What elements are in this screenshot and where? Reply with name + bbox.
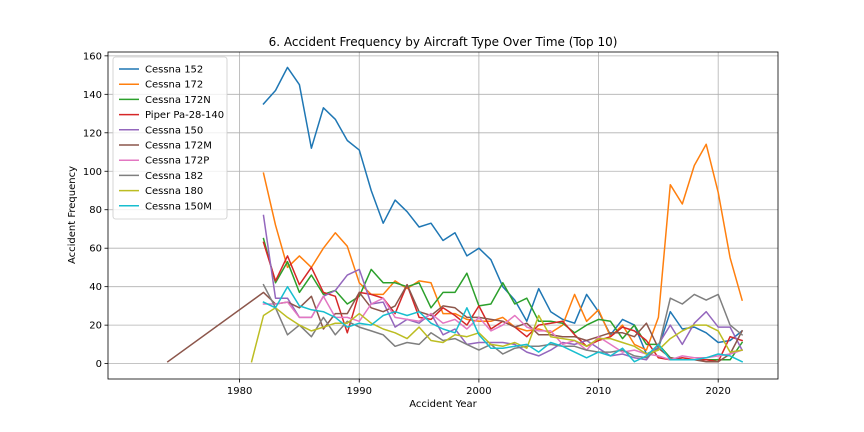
y-tick-label: 40 <box>89 282 102 293</box>
x-axis-label: Accident Year <box>409 399 477 410</box>
series-line-cessna-150m <box>262 285 744 363</box>
axis-ticks: 1980 1990 2000 2010 2020 0 20 40 60 80 100 120 140 16… <box>83 51 731 397</box>
y-tick-label: 60 <box>89 244 102 255</box>
series-line-cessna-152 <box>262 66 744 355</box>
legend-box <box>112 56 228 220</box>
y-tick-label: 0 <box>96 359 102 370</box>
y-tick-label: 20 <box>89 321 102 332</box>
series-line-cessna-172p <box>262 295 744 361</box>
x-tick-label: 2020 <box>705 386 730 397</box>
legend-label: Cessna 180 <box>145 186 203 197</box>
legend-label: Piper Pa-28-140 <box>145 110 224 121</box>
x-tick-label: 1990 <box>347 386 372 397</box>
legend-label: Cessna 152 <box>145 65 203 76</box>
legend-label: Cessna 150M <box>145 201 212 212</box>
legend-label: Cessna 150 <box>145 125 203 136</box>
y-tick-label: 160 <box>83 51 102 62</box>
series-line-cessna-172 <box>262 143 744 351</box>
y-axis-label: Accident Frequency <box>67 166 78 264</box>
legend-label: Cessna 172M <box>145 141 212 152</box>
y-tick-label: 120 <box>83 128 102 139</box>
y-tick-label: 80 <box>89 205 102 216</box>
series-line-cessna-182 <box>262 283 744 359</box>
x-tick-label: 2000 <box>466 386 491 397</box>
y-tick-label: 100 <box>83 167 102 178</box>
legend-label: Cessna 172 <box>145 80 203 91</box>
legend: Cessna 152 Cessna 172 Cessna 172N Piper Pa-… <box>112 56 228 220</box>
plot-frame <box>107 51 779 380</box>
legend-label: Cessna 172N <box>145 95 211 106</box>
y-tick-label: 140 <box>83 90 102 101</box>
series-line-cessna-150 <box>262 214 744 361</box>
x-tick-label: 1980 <box>227 386 252 397</box>
series-lines <box>166 66 744 363</box>
legend-label: Cessna 182 <box>145 171 203 182</box>
legend-label: Cessna 172P <box>145 156 209 167</box>
chart-title: 6. Accident Frequency by Aircraft Type O… <box>269 35 618 49</box>
x-tick-label: 2010 <box>586 386 611 397</box>
